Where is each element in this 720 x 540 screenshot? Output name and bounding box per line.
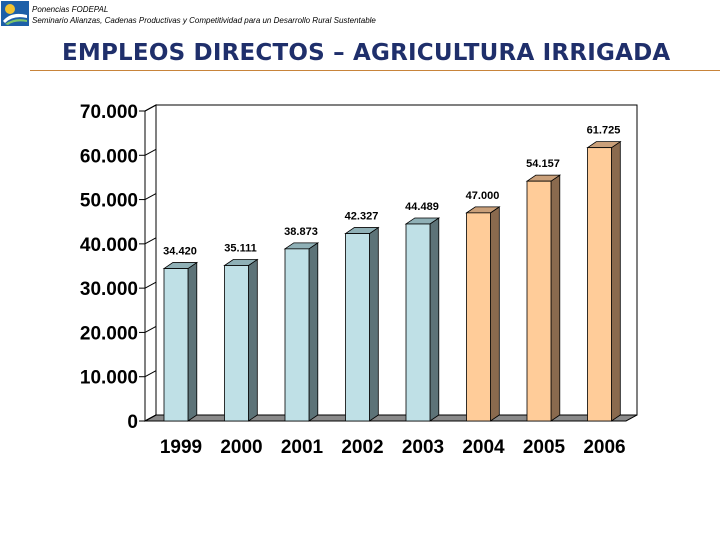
bar-side: [369, 226, 379, 422]
bar-2001: [284, 248, 310, 422]
y-axis-tick-depth: [144, 281, 157, 289]
y-axis-tick-depth: [144, 104, 157, 112]
data-label: 61.725: [587, 125, 621, 137]
bar-2002: [345, 233, 370, 422]
x-tick-label: 2005: [523, 437, 566, 458]
y-axis-tick-depth: [144, 148, 157, 156]
y-tick-label: 0: [127, 412, 138, 433]
fodepal-logo-icon: [1, 1, 29, 26]
y-tick-label: 60.000: [80, 146, 138, 167]
header-source: Ponencias FODEPAL: [32, 5, 109, 14]
page-title: EMPLEOS DIRECTOS – AGRICULTURA IRRIGADA: [62, 40, 671, 66]
bar-side: [429, 217, 440, 422]
data-label: 44.489: [405, 201, 439, 213]
y-tick-label: 70.000: [80, 102, 138, 123]
y-axis-tick-depth: [144, 193, 157, 201]
y-tick-label: 20.000: [80, 323, 138, 344]
bar-2003: [405, 223, 431, 422]
y-axis-tick-depth: [144, 414, 157, 422]
data-label: 47.000: [466, 190, 500, 202]
y-axis-tick-depth: [144, 325, 157, 333]
chart-floor: [144, 414, 638, 422]
x-tick-label: 2001: [281, 437, 324, 458]
title-divider: [30, 70, 720, 71]
x-tick-label: 2006: [583, 437, 625, 458]
bar-side: [248, 258, 258, 422]
bar-2000: [224, 265, 249, 422]
data-label: 54.157: [526, 158, 560, 170]
data-label: 34.420: [163, 246, 197, 258]
x-tick-label: 2002: [341, 437, 383, 458]
y-tick-label: 40.000: [80, 235, 138, 256]
bar-side: [550, 174, 561, 422]
bar-side: [611, 140, 621, 422]
bar-1999: [163, 268, 189, 422]
y-tick-label: 50.000: [80, 191, 138, 212]
bar-2004: [466, 212, 491, 422]
data-label: 42.327: [345, 211, 379, 223]
y-tick-label: 30.000: [80, 279, 138, 300]
x-tick-label: 2000: [220, 437, 262, 458]
x-tick-label: 2004: [462, 437, 505, 458]
x-tick-label: 2003: [402, 437, 444, 458]
y-axis-tick-depth: [144, 370, 157, 378]
data-label: 35.111: [224, 243, 256, 255]
bar-side: [187, 261, 198, 422]
x-tick-label: 1999: [160, 437, 202, 458]
data-label: 38.873: [284, 226, 318, 238]
bar-2005: [526, 180, 552, 422]
y-axis-tick-depth: [144, 237, 157, 245]
y-tick-label: 10.000: [80, 368, 138, 389]
bar-side: [308, 242, 319, 422]
bar-side: [490, 206, 500, 422]
bar-2006: [587, 147, 612, 422]
header-seminar: Seminario Alianzas, Cadenas Productivas …: [32, 16, 376, 25]
